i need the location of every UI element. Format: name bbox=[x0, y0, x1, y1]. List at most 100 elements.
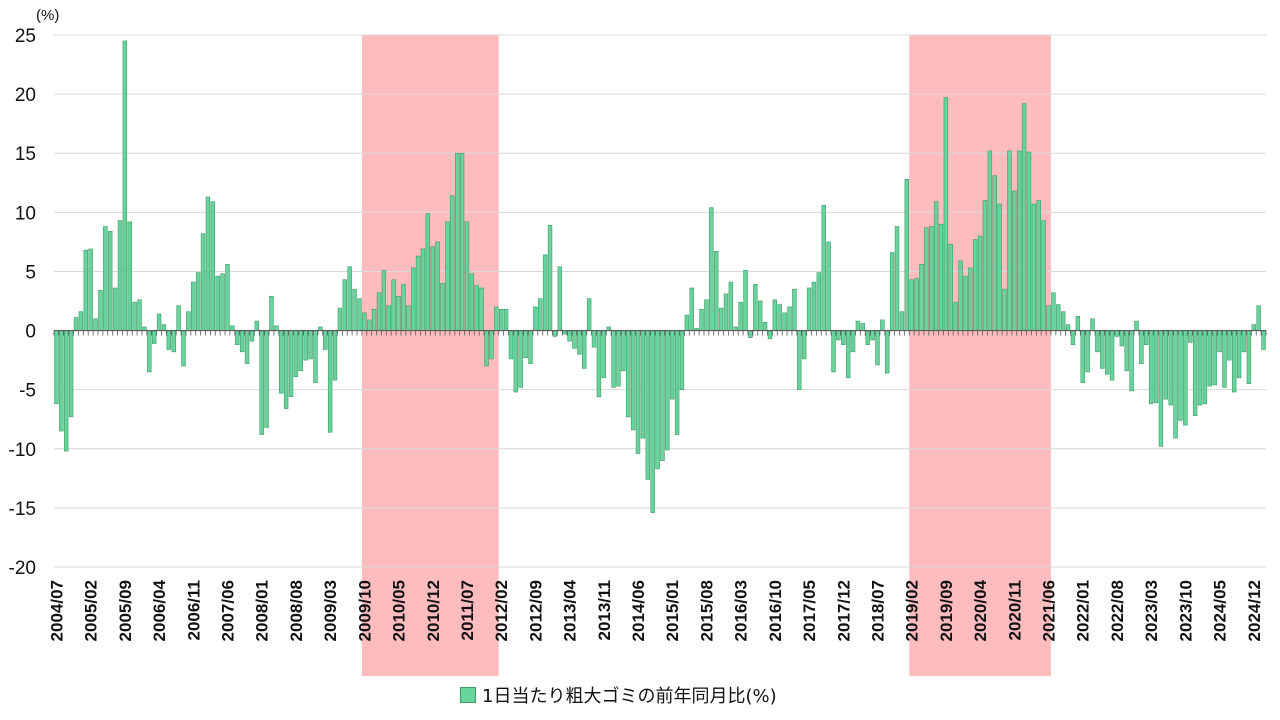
x-tick-label: 2008/01 bbox=[253, 580, 272, 641]
bar bbox=[327, 330, 333, 433]
bar bbox=[665, 330, 670, 451]
bar bbox=[479, 287, 484, 331]
bar bbox=[831, 330, 836, 373]
bar bbox=[1031, 203, 1037, 331]
bar bbox=[161, 324, 167, 331]
bar bbox=[445, 221, 450, 331]
bar bbox=[1168, 330, 1173, 406]
legend: 1日当たり粗大ゴミの前年同月比(%) bbox=[460, 682, 777, 708]
bar bbox=[1060, 311, 1066, 331]
bar bbox=[430, 246, 435, 331]
x-tick-label: 2016/03 bbox=[732, 580, 751, 641]
bar bbox=[601, 330, 607, 379]
bar bbox=[1261, 330, 1266, 350]
bar bbox=[919, 264, 924, 331]
bar bbox=[650, 330, 655, 513]
bar bbox=[1002, 288, 1007, 331]
x-tick-label: 2012/02 bbox=[492, 580, 511, 641]
x-tick-label: 2005/09 bbox=[116, 580, 135, 641]
bar bbox=[528, 330, 533, 364]
bar bbox=[533, 306, 538, 331]
bar bbox=[723, 293, 729, 331]
bar bbox=[73, 317, 79, 331]
bar bbox=[596, 330, 602, 398]
bar bbox=[948, 243, 953, 331]
bar bbox=[181, 330, 186, 367]
bar bbox=[371, 308, 377, 331]
bar bbox=[513, 330, 519, 393]
bar bbox=[288, 330, 294, 398]
bar bbox=[259, 330, 264, 435]
x-tick-label: 2014/06 bbox=[629, 580, 648, 641]
bar bbox=[1085, 330, 1090, 373]
bar bbox=[709, 207, 714, 331]
bar bbox=[469, 273, 475, 331]
bar bbox=[640, 330, 646, 439]
bar bbox=[689, 287, 694, 331]
bar bbox=[64, 330, 69, 452]
x-tick-label: 2016/10 bbox=[766, 580, 785, 641]
bar bbox=[59, 330, 64, 432]
bar bbox=[523, 330, 528, 359]
bar bbox=[924, 227, 929, 331]
bar bbox=[1163, 330, 1169, 400]
bar bbox=[943, 97, 949, 331]
x-tick-label: 2017/12 bbox=[834, 580, 853, 641]
bar bbox=[147, 330, 152, 373]
bar bbox=[1104, 330, 1110, 375]
bar bbox=[801, 330, 807, 360]
x-tick-label: 2005/02 bbox=[82, 580, 101, 641]
bar bbox=[1080, 330, 1085, 383]
gridline-layer bbox=[54, 34, 1266, 568]
bar bbox=[885, 330, 890, 374]
y-tick-label: -10 bbox=[9, 440, 36, 461]
bar bbox=[1236, 330, 1242, 379]
bar bbox=[107, 230, 113, 331]
bar bbox=[425, 213, 431, 331]
bar bbox=[494, 306, 499, 331]
bar bbox=[987, 150, 993, 331]
bar bbox=[738, 301, 743, 331]
bar bbox=[782, 312, 787, 331]
shaded-period-1 bbox=[361, 35, 499, 676]
bar bbox=[792, 288, 797, 331]
bar bbox=[279, 330, 284, 394]
bar bbox=[518, 330, 523, 388]
bar bbox=[699, 308, 704, 331]
bar bbox=[406, 305, 411, 331]
bar bbox=[171, 330, 176, 353]
bar bbox=[762, 321, 768, 331]
bar bbox=[1212, 330, 1217, 386]
bar bbox=[313, 330, 318, 383]
bar bbox=[889, 252, 895, 331]
bar bbox=[1129, 330, 1134, 392]
x-tick-label: 2023/03 bbox=[1142, 580, 1161, 641]
bar bbox=[88, 248, 93, 331]
bar bbox=[503, 308, 509, 331]
bar bbox=[254, 320, 260, 331]
x-tick-label: 2020/11 bbox=[1005, 580, 1024, 641]
bar bbox=[220, 273, 225, 331]
bar bbox=[401, 284, 406, 331]
bar bbox=[244, 330, 250, 364]
bar bbox=[1114, 330, 1120, 337]
bar bbox=[552, 330, 558, 337]
bar bbox=[841, 330, 846, 346]
bar bbox=[112, 287, 118, 331]
x-tick-label: 2020/04 bbox=[971, 579, 990, 641]
bar bbox=[899, 311, 905, 331]
bar bbox=[582, 330, 587, 369]
y-tick-label: 10 bbox=[15, 203, 36, 224]
bar bbox=[1251, 324, 1256, 331]
bar bbox=[1036, 200, 1041, 331]
bar bbox=[54, 330, 59, 405]
bar bbox=[1207, 330, 1213, 387]
bar bbox=[1202, 330, 1208, 405]
x-tick-label: 2012/09 bbox=[526, 580, 545, 641]
legend-swatch bbox=[460, 687, 476, 703]
bar bbox=[1090, 318, 1095, 331]
bar bbox=[1173, 330, 1178, 439]
bar bbox=[454, 152, 460, 331]
bar bbox=[176, 305, 181, 331]
x-tick-label: 2009/10 bbox=[355, 580, 374, 641]
